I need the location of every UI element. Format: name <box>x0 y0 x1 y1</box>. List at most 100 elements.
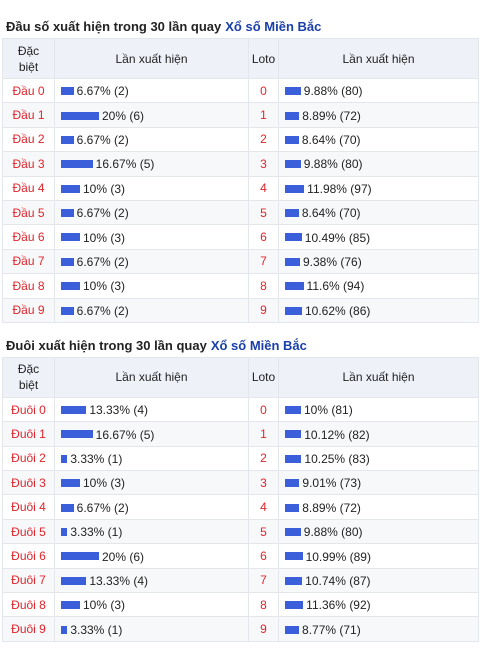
loto-cell: 8.64% (70) <box>278 126 479 153</box>
loto-digit: 1 <box>248 421 279 447</box>
special-cell: 10% (3) <box>54 470 249 496</box>
special-value: 10% (3) <box>83 181 126 196</box>
header-loto: Loto <box>248 38 279 79</box>
loto-digit: 2 <box>248 445 279 472</box>
dau-section: Đầu số xuất hiện trong 30 lần quay Xổ số… <box>0 0 480 323</box>
dau-heading-text: Đầu số xuất hiện trong 30 lần quay <box>6 19 222 34</box>
row-label: Đầu 1 <box>2 102 55 128</box>
special-cell: 10% (3) <box>54 175 249 201</box>
special-value: 3.33% (1) <box>70 451 123 466</box>
loto-digit: 9 <box>248 297 279 323</box>
table-row: Đuôi 9 3.33% (1) 9 8.77% (71) <box>2 616 479 642</box>
table-row: Đuôi 8 10% (3) 8 11.36% (92) <box>2 592 479 618</box>
special-bar <box>61 184 80 193</box>
special-bar <box>61 160 93 169</box>
loto-value: 9.38% (76) <box>303 254 362 269</box>
special-value: 20% (6) <box>102 549 145 564</box>
table-row: Đầu 0 6.67% (2) 0 9.88% (80) <box>2 77 479 104</box>
loto-bar <box>285 160 301 169</box>
loto-digit: 0 <box>248 396 279 423</box>
special-bar <box>61 454 68 463</box>
loto-cell: 9.88% (80) <box>278 151 479 177</box>
row-label: Đuôi 8 <box>2 592 55 618</box>
loto-bar <box>285 209 299 218</box>
special-value: 6.67% (2) <box>76 500 129 515</box>
loto-value: 11.98% (97) <box>307 181 372 196</box>
special-bar <box>61 503 74 512</box>
row-label: Đuôi 5 <box>2 518 55 545</box>
table-row: Đầu 6 10% (3) 6 10.49% (85) <box>2 224 479 250</box>
special-cell: 3.33% (1) <box>54 616 249 642</box>
header-loto: Loto <box>248 356 279 398</box>
row-label: Đầu 7 <box>2 248 55 275</box>
table-row: Đầu 7 6.67% (2) 7 9.38% (76) <box>2 248 479 275</box>
loto-value: 8.89% (72) <box>302 108 361 123</box>
loto-bar <box>285 406 301 415</box>
special-value: 6.67% (2) <box>76 132 129 147</box>
special-bar <box>61 601 80 610</box>
duoi-table-body: Đuôi 0 13.33% (4) 0 10% (81) Đuôi 1 16.67% (5… <box>2 396 479 642</box>
loto-cell: 9.88% (80) <box>278 77 479 104</box>
duoi-heading-link[interactable]: Xổ số Miền Bắc <box>210 337 307 353</box>
loto-value: 10.74% (87) <box>305 573 371 588</box>
loto-cell: 10.74% (87) <box>278 567 479 594</box>
header-special: Đặc biệt <box>2 356 55 398</box>
loto-cell: 10.49% (85) <box>278 224 479 250</box>
loto-value: 9.88% (80) <box>303 157 363 172</box>
special-cell: 20% (6) <box>54 102 249 128</box>
loto-bar <box>285 527 301 536</box>
loto-value: 10.99% (89) <box>305 549 371 564</box>
dau-table-body: Đầu 0 6.67% (2) 0 9.88% (80) Đầu 1 20% (6) 1 8.… <box>2 77 479 323</box>
special-value: 10% (3) <box>83 279 126 294</box>
dau-heading-link[interactable]: Xổ số Miền Bắc <box>225 19 322 34</box>
special-cell: 20% (6) <box>54 543 249 569</box>
loto-value: 10.62% (86) <box>304 303 371 318</box>
table-row: Đầu 3 16.67% (5) 3 9.88% (80) <box>2 151 479 177</box>
loto-bar <box>285 625 300 634</box>
special-cell: 13.33% (4) <box>54 567 249 594</box>
loto-digit: 3 <box>248 470 279 496</box>
special-cell: 3.33% (1) <box>54 518 249 545</box>
special-bar <box>61 257 74 266</box>
table-row: Đuôi 0 13.33% (4) 0 10% (81) <box>2 396 479 423</box>
table-row: Đầu 1 20% (6) 1 8.89% (72) <box>2 102 479 128</box>
loto-cell: 9.01% (73) <box>278 470 479 496</box>
header-count: Lần xuất hiện <box>54 356 249 398</box>
table-row: Đầu 2 6.67% (2) 2 8.64% (70) <box>2 126 479 153</box>
dau-header-row: Đặc biệt Lần xuất hiện Loto Lần xuất hiệ… <box>2 38 479 79</box>
loto-cell: 8.64% (70) <box>278 199 479 226</box>
loto-cell: 11.98% (97) <box>278 175 479 201</box>
loto-digit: 7 <box>248 248 279 275</box>
loto-digit: 6 <box>248 543 279 569</box>
loto-bar <box>285 454 302 463</box>
loto-digit: 8 <box>248 592 279 618</box>
row-label: Đuôi 7 <box>2 567 55 594</box>
loto-cell: 8.89% (72) <box>278 494 479 520</box>
special-cell: 10% (3) <box>54 273 249 299</box>
loto-cell: 10.12% (82) <box>278 421 479 447</box>
loto-cell: 9.88% (80) <box>278 518 479 545</box>
special-cell: 3.33% (1) <box>54 445 249 472</box>
row-label: Đuôi 4 <box>2 494 55 520</box>
table-row: Đuôi 3 10% (3) 3 9.01% (73) <box>2 470 479 496</box>
row-label: Đuôi 2 <box>2 445 55 472</box>
row-label: Đuôi 1 <box>2 421 55 447</box>
special-bar <box>61 209 74 218</box>
loto-cell: 11.36% (92) <box>278 592 479 618</box>
table-row: Đuôi 6 20% (6) 6 10.99% (89) <box>2 543 479 569</box>
loto-digit: 9 <box>248 616 279 642</box>
special-bar <box>61 111 99 120</box>
special-bar <box>61 233 80 242</box>
special-cell: 16.67% (5) <box>54 151 249 177</box>
special-value: 10% (3) <box>83 230 126 245</box>
row-label: Đuôi 3 <box>2 470 55 496</box>
loto-digit: 1 <box>248 102 279 128</box>
loto-cell: 10.62% (86) <box>278 297 479 323</box>
loto-digit: 5 <box>248 518 279 545</box>
special-cell: 6.67% (2) <box>54 494 249 520</box>
special-bar <box>61 306 74 315</box>
row-label: Đầu 0 <box>2 77 55 104</box>
loto-bar <box>285 552 303 561</box>
row-label: Đầu 9 <box>2 297 55 323</box>
table-row: Đầu 8 10% (3) 8 11.6% (94) <box>2 273 479 299</box>
